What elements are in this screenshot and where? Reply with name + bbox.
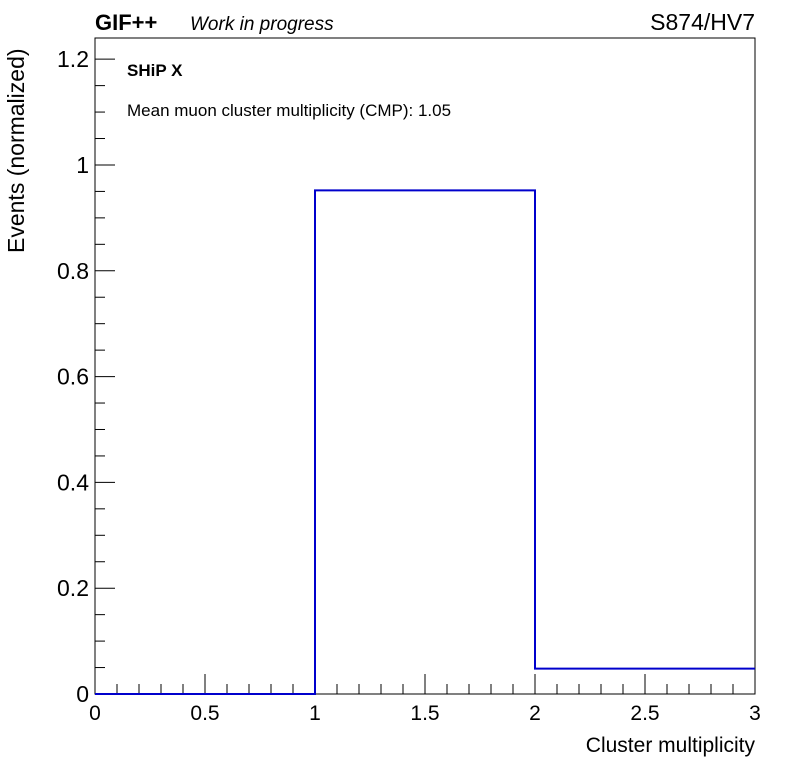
y-tick-label: 0.8 [57, 258, 89, 284]
brand-label: GIF++ [95, 10, 157, 35]
x-tick-label: 0 [89, 702, 101, 725]
x-tick-label: 2.5 [630, 702, 659, 725]
histogram-bin [315, 190, 535, 694]
x-tick-label: 0.5 [190, 702, 219, 725]
y-tick-label: 0 [76, 681, 89, 707]
experiment-label: SHiP X [127, 61, 183, 80]
run-label: S874/HV7 [650, 9, 755, 35]
plot-frame [94, 37, 756, 695]
y-tick-label: 0.6 [57, 364, 89, 390]
y-axis-title: Events (normalized) [3, 48, 29, 253]
y-tick-label: 1.2 [57, 46, 89, 72]
x-tick-label: 1.5 [410, 702, 439, 725]
axis-tick-labels: 0 0.5 1 1.5 2 2.5 3 0 0.2 0.4 0.6 0.8 1 1.2 [57, 46, 761, 725]
y-tick-label: 0.4 [57, 469, 89, 495]
status-label: Work in progress [190, 14, 334, 35]
y-tick-label: 0.2 [57, 575, 89, 601]
y-tick-label: 1 [76, 152, 89, 178]
x-tick-label: 3 [749, 702, 761, 725]
histogram-bins [95, 189, 755, 695]
x-tick-label: 1 [309, 702, 321, 725]
axis-ticks [94, 58, 756, 695]
histogram-outline [95, 189, 755, 695]
x-tick-label: 2 [529, 702, 541, 725]
x-axis-title: Cluster multiplicity [586, 734, 756, 757]
mean-cmp-label: Mean muon cluster multiplicity (CMP): 1.… [127, 101, 451, 120]
